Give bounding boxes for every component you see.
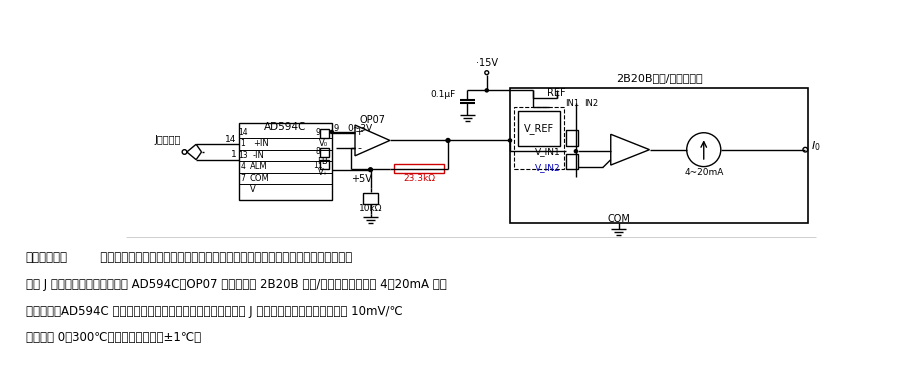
Text: $I_0$: $I_0$ <box>812 139 821 153</box>
Text: 温度的测量一般采用热电偶、测温电阻、半导体温度传感器、热敏电阻等。此电路: 温度的测量一般采用热电偶、测温电阻、半导体温度传感器、热敏电阻等。此电路 <box>89 251 353 264</box>
Text: ALM: ALM <box>250 162 267 171</box>
Text: 1: 1 <box>230 150 237 159</box>
Bar <box>565 154 578 169</box>
Text: V_REF: V_REF <box>524 123 554 134</box>
Bar <box>394 163 444 173</box>
Text: FB: FB <box>317 157 328 166</box>
Text: 9: 9 <box>316 128 320 137</box>
Text: +5V: +5V <box>351 174 372 184</box>
Bar <box>510 88 809 223</box>
Circle shape <box>509 139 511 142</box>
Text: COM: COM <box>250 174 269 182</box>
Text: 14: 14 <box>225 135 237 144</box>
Text: +: + <box>355 127 364 137</box>
Text: 7: 7 <box>241 174 245 182</box>
Bar <box>514 107 565 169</box>
Text: V₊: V₊ <box>318 168 328 177</box>
Bar <box>320 160 330 169</box>
Circle shape <box>575 150 577 153</box>
Text: J型热电偶: J型热电偶 <box>154 134 181 145</box>
Circle shape <box>486 89 488 92</box>
Bar <box>363 193 378 203</box>
Text: 8: 8 <box>316 147 320 157</box>
Text: 输出。在 0～300℃测量范围内精度为±1℃。: 输出。在 0～300℃测量范围内精度为±1℃。 <box>26 331 201 344</box>
Bar <box>320 129 330 138</box>
Text: 2B20B电压/电流变换器: 2B20B电压/电流变换器 <box>616 73 702 83</box>
Text: 10kΩ: 10kΩ <box>359 205 382 213</box>
Text: 4~20mA: 4~20mA <box>684 168 723 177</box>
Text: 采用 J 型热电偶，将温度信号经 AD594C、OP07 放大后，由 2B20B 电压/电流变换器变换为 4～20mA 电流: 采用 J 型热电偶，将温度信号经 AD594C、OP07 放大后，由 2B20B… <box>26 278 446 291</box>
Text: -IN: -IN <box>252 150 264 160</box>
Text: +IN: +IN <box>252 139 268 148</box>
Text: 9: 9 <box>333 123 339 133</box>
Text: AD594C: AD594C <box>264 122 307 132</box>
Bar <box>239 123 331 200</box>
Text: V_IN2: V_IN2 <box>535 163 560 172</box>
Text: V₀: V₀ <box>319 139 328 148</box>
Text: 1: 1 <box>241 139 245 148</box>
Circle shape <box>368 168 373 171</box>
Bar <box>518 111 560 146</box>
Text: 信号输出。AD594C 芯片内包括放大电路和温度补偿电路，对于 J 型热电偶经激光修整后可获得 10mV/℃: 信号输出。AD594C 芯片内包括放大电路和温度补偿电路，对于 J 型热电偶经激… <box>26 305 402 318</box>
Text: V_IN1: V_IN1 <box>534 147 560 156</box>
Bar <box>320 148 330 157</box>
Bar <box>565 130 578 146</box>
Text: IN2: IN2 <box>585 99 599 108</box>
Text: 0~3V: 0~3V <box>347 123 373 133</box>
Text: ·15V: ·15V <box>476 58 498 68</box>
Circle shape <box>446 139 450 142</box>
Text: COM: COM <box>607 214 630 224</box>
Text: 4: 4 <box>241 162 245 171</box>
Text: IN1: IN1 <box>565 99 579 108</box>
Text: 14: 14 <box>238 128 248 137</box>
Text: V: V <box>250 185 255 194</box>
Text: 23.3kΩ: 23.3kΩ <box>403 174 435 182</box>
Text: -: - <box>358 143 362 153</box>
Text: 11: 11 <box>313 160 322 170</box>
Circle shape <box>330 130 333 133</box>
Text: 13: 13 <box>238 150 248 160</box>
Text: REF: REF <box>547 88 565 98</box>
Text: 温度测量电路: 温度测量电路 <box>26 251 68 264</box>
Text: 0.1μF: 0.1μF <box>431 90 455 99</box>
Text: OP07: OP07 <box>360 115 386 125</box>
